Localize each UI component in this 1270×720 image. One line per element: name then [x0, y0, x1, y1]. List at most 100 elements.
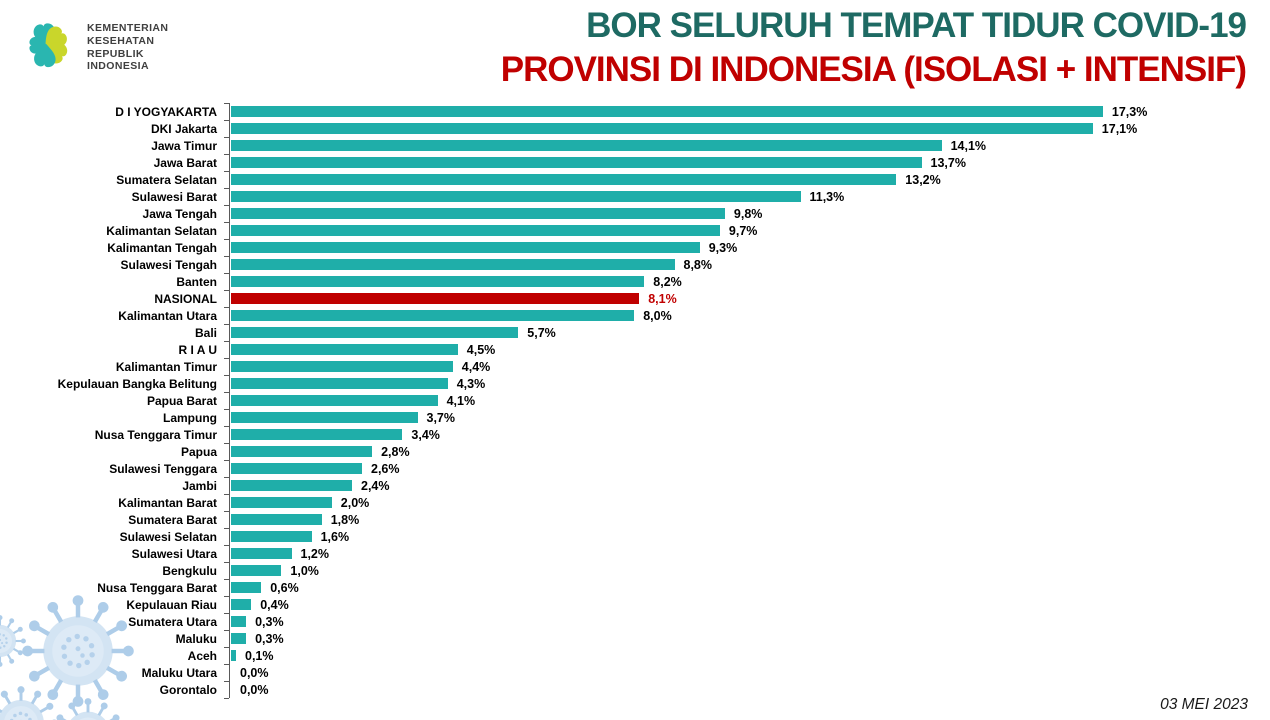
axis-tick [224, 290, 229, 291]
axis-tick [224, 188, 229, 189]
chart-row: Jawa Barat 13,7% [0, 154, 1270, 171]
province-bar [231, 344, 458, 355]
chart-row: NASIONAL 8,1% [0, 290, 1270, 307]
province-bar [231, 140, 942, 151]
province-bar [231, 225, 720, 236]
province-bar [231, 480, 352, 491]
province-bar [231, 242, 700, 253]
axis-tick [224, 443, 229, 444]
bar-zone: 8,2% [231, 275, 682, 289]
bar-zone: 8,0% [231, 309, 672, 323]
bar-zone: 3,7% [231, 411, 455, 425]
category-label: Bali [194, 325, 217, 340]
value-label: 0,0% [240, 665, 269, 680]
province-bar [231, 412, 418, 423]
bar-zone: 9,3% [231, 241, 737, 255]
bar-zone: 0,0% [231, 666, 269, 680]
axis-tick [224, 222, 229, 223]
axis-tick [224, 460, 229, 461]
category-label: Sumatera Utara [128, 614, 217, 629]
province-bar [231, 191, 801, 202]
chart-row: Sumatera Selatan 13,2% [0, 171, 1270, 188]
category-label: Bengkulu [162, 563, 217, 578]
value-label: 0,0% [240, 682, 269, 697]
bar-zone: 3,4% [231, 428, 440, 442]
kemenkes-logo-icon [29, 22, 71, 68]
chart-row: Sumatera Utara 0,3% [0, 613, 1270, 630]
value-label: 0,6% [270, 580, 299, 595]
kemenkes-logo-text: KEMENTERIAN KESEHATAN REPUBLIK INDONESIA [87, 22, 168, 73]
category-label: DKI Jakarta [150, 121, 217, 136]
bar-zone: 0,3% [231, 632, 284, 646]
bar-zone: 2,8% [231, 445, 410, 459]
bar-zone: 0,1% [231, 649, 274, 663]
axis-tick [224, 698, 229, 699]
axis-tick [224, 528, 229, 529]
axis-tick [224, 409, 229, 410]
chart-row: Jawa Timur 14,1% [0, 137, 1270, 154]
value-label: 1,6% [320, 529, 350, 544]
date-stamp: 03 MEI 2023 [1160, 696, 1248, 713]
bar-zone: 5,7% [231, 326, 556, 340]
chart-row: Aceh 0,1% [0, 647, 1270, 664]
axis-tick [224, 477, 229, 478]
chart-row: Maluku 0,3% [0, 630, 1270, 647]
bar-zone: 13,7% [231, 156, 966, 170]
value-label: 13,2% [905, 172, 941, 187]
value-label: 1,2% [300, 546, 330, 561]
chart-row: Kepulauan Riau 0,4% [0, 596, 1270, 613]
value-label: 1,8% [330, 512, 360, 527]
axis-tick [224, 239, 229, 240]
logo-text-line: REPUBLIK [87, 47, 144, 60]
chart-row: Sulawesi Utara 1,2% [0, 545, 1270, 562]
value-label: 3,7% [426, 410, 456, 425]
value-label: 2,6% [371, 461, 400, 476]
chart-row: Sulawesi Barat 11,3% [0, 188, 1270, 205]
value-label: 9,3% [708, 240, 738, 255]
chart-row: Banten 8,2% [0, 273, 1270, 290]
bar-zone: 8,1% [231, 292, 677, 306]
category-label: Sulawesi Tenggara [109, 461, 217, 476]
chart-row: Nusa Tenggara Barat 0,6% [0, 579, 1270, 596]
bar-zone: 2,6% [231, 462, 400, 476]
value-label: 11,3% [809, 189, 845, 204]
category-label: Jawa Timur [151, 138, 217, 153]
value-label: 8,0% [643, 308, 672, 323]
logo-text-line: INDONESIA [87, 60, 149, 73]
bar-zone: 17,1% [231, 122, 1137, 136]
bar-zone: 14,1% [231, 139, 986, 153]
category-label: Kepulauan Riau [126, 597, 217, 612]
value-label: 5,7% [527, 325, 556, 340]
bar-zone: 13,2% [231, 173, 941, 187]
province-bar [231, 633, 247, 644]
province-bar [231, 514, 322, 525]
chart-row: Maluku Utara 0,0% [0, 664, 1270, 681]
axis-tick [224, 511, 229, 512]
bar-zone: 2,0% [231, 496, 369, 510]
chart-row: Sulawesi Selatan 1,6% [0, 528, 1270, 545]
value-label: 17,3% [1111, 104, 1148, 119]
province-bar [231, 259, 675, 270]
bar-zone: 0,3% [231, 615, 284, 629]
value-label: 13,7% [930, 155, 966, 170]
chart-row: Kalimantan Selatan 9,7% [0, 222, 1270, 239]
category-label: Sumatera Selatan [116, 172, 217, 187]
slide-title: BOR SELURUH TEMPAT TIDUR COVID-19 PROVIN… [501, 4, 1247, 92]
bar-zone: 4,3% [231, 377, 485, 391]
axis-tick [224, 137, 229, 138]
national-bar [231, 293, 640, 304]
chart-row: Kepulauan Bangka Belitung 4,3% [0, 375, 1270, 392]
value-label: 8,8% [683, 257, 713, 272]
province-bar [231, 174, 897, 185]
axis-tick [224, 375, 229, 376]
province-bar [231, 157, 922, 168]
axis-tick [224, 392, 229, 393]
category-label: Maluku [175, 631, 217, 646]
province-bar [231, 565, 282, 576]
axis-tick [224, 120, 229, 121]
category-label: Sumatera Barat [128, 512, 217, 527]
bar-zone: 1,2% [231, 547, 329, 561]
axis-tick [224, 205, 229, 206]
logo-text-line: KESEHATAN [87, 34, 155, 47]
bar-zone: 9,8% [231, 207, 762, 221]
